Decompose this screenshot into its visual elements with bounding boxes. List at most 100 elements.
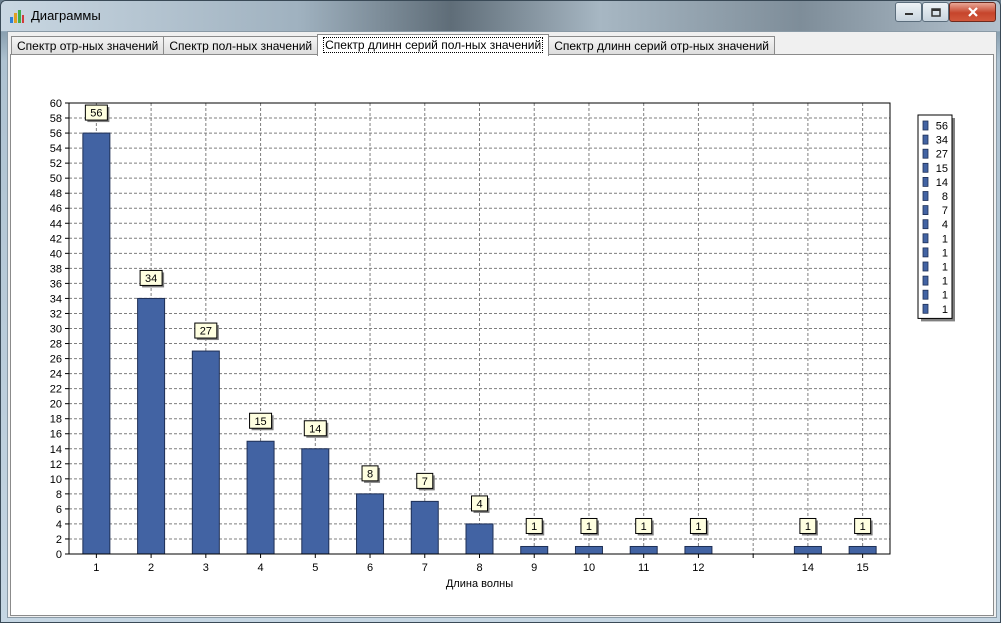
x-tick-label: 6 (367, 562, 373, 574)
plot-frame (68, 102, 891, 555)
data-label: 15 (254, 416, 266, 428)
tab-negative-spectrum[interactable]: Спектр отр-ных значений (11, 36, 165, 55)
data-label-box (689, 517, 707, 534)
window-title: Диаграммы (31, 8, 101, 23)
x-tick-label: 8 (476, 562, 482, 574)
legend-entry: 8 (942, 191, 948, 203)
tab-positive-spectrum[interactable]: Спектр пол-ных значений (163, 36, 319, 55)
legend-swatch (922, 162, 929, 173)
legend-entry: 34 (936, 135, 948, 147)
legend-swatch (922, 148, 929, 159)
legend-entry: 56 (936, 121, 948, 133)
bar (246, 440, 275, 555)
x-tick-label: 1 (93, 562, 99, 574)
legend-swatch (922, 134, 929, 145)
legend-entry: 1 (942, 276, 948, 288)
y-tick-label: 38 (50, 263, 62, 275)
window-client: Спектр отр-ных значений Спектр пол-ных з… (7, 31, 997, 618)
legend-entry: 1 (942, 290, 948, 302)
legend-swatch (922, 247, 929, 258)
chart-app-icon (10, 10, 24, 23)
maximize-icon (930, 7, 941, 17)
data-label: 1 (860, 521, 866, 533)
legend-entry: 1 (942, 262, 948, 274)
bar (82, 132, 111, 555)
x-tick-label: 4 (258, 562, 264, 574)
tab-label: Спектр длинн серий пол-ных значений (323, 37, 544, 53)
x-tick-label: 5 (312, 562, 318, 574)
bar (410, 500, 439, 555)
y-tick-label: 60 (50, 98, 62, 110)
legend-swatch (922, 219, 929, 230)
data-label: 27 (200, 326, 212, 338)
legend-swatch (922, 275, 929, 286)
x-tick-label: 15 (857, 562, 869, 574)
y-tick-label: 58 (50, 113, 62, 125)
data-label: 1 (641, 521, 647, 533)
data-label-box (854, 517, 872, 534)
y-tick-label: 10 (50, 474, 62, 486)
y-tick-label: 4 (56, 519, 62, 531)
tab-strip: Спектр отр-ных значений Спектр пол-ных з… (11, 34, 775, 56)
y-tick-label: 16 (50, 429, 62, 441)
legend-entry: 14 (936, 177, 948, 189)
y-tick-label: 50 (50, 173, 62, 185)
title-bar[interactable]: Диаграммы (1, 1, 1000, 31)
legend-swatch (922, 289, 929, 300)
bar (793, 545, 822, 555)
y-tick-label: 2 (56, 534, 62, 546)
data-label-box (416, 472, 434, 489)
y-tick-label: 44 (50, 218, 62, 230)
tab-label: Спектр длинн серий отр-ных значений (554, 39, 769, 53)
x-tick-label: 10 (583, 562, 595, 574)
y-tick-label: 18 (50, 414, 62, 426)
legend-swatch (922, 191, 929, 201)
close-button[interactable] (949, 2, 996, 22)
legend-swatch (922, 261, 929, 272)
data-label-box (139, 269, 163, 286)
maximize-button[interactable] (922, 2, 949, 22)
data-label: 7 (422, 476, 428, 488)
tab-positive-series-length-spectrum[interactable]: Спектр длинн серий пол-ных значений (317, 34, 550, 56)
data-label-box (249, 412, 273, 429)
legend-swatch (922, 177, 929, 187)
data-label-box (361, 465, 379, 482)
bar (574, 545, 603, 555)
y-tick-label: 30 (50, 324, 62, 336)
bar (848, 545, 877, 555)
y-tick-label: 14 (50, 444, 62, 456)
y-tick-label: 24 (50, 369, 62, 381)
tab-label: Спектр отр-ных значений (17, 39, 159, 53)
y-tick-label: 26 (50, 354, 62, 366)
legend-entry: 27 (936, 149, 948, 161)
y-tick-label: 54 (50, 143, 62, 155)
y-tick-label: 0 (56, 549, 62, 561)
data-label: 1 (586, 521, 592, 533)
bar (191, 350, 220, 555)
x-tick-label: 12 (692, 562, 704, 574)
legend-entry: 1 (942, 304, 948, 316)
data-label-box (471, 495, 488, 512)
bar (684, 545, 713, 555)
data-label-box (303, 420, 327, 437)
legend-swatch (922, 205, 929, 216)
bar (356, 493, 385, 555)
data-label-box (525, 517, 543, 534)
data-label-box (194, 322, 218, 339)
y-tick-label: 32 (50, 308, 62, 320)
data-label-box (580, 517, 598, 534)
x-tick-label: 9 (531, 562, 537, 574)
x-axis-label: Длина волны (446, 578, 513, 590)
y-tick-label: 12 (50, 459, 62, 471)
legend-swatch (922, 303, 929, 314)
y-tick-label: 22 (50, 384, 62, 396)
x-tick-label: 11 (638, 562, 649, 574)
tab-negative-series-length-spectrum[interactable]: Спектр длинн серий отр-ных значений (548, 36, 775, 55)
y-tick-label: 42 (50, 233, 62, 245)
minimize-button[interactable] (895, 2, 922, 22)
y-tick-label: 52 (50, 158, 62, 170)
data-label: 1 (531, 521, 537, 533)
y-tick-label: 34 (50, 293, 62, 305)
legend-entry: 1 (942, 247, 948, 259)
legend-entry: 4 (942, 219, 948, 231)
